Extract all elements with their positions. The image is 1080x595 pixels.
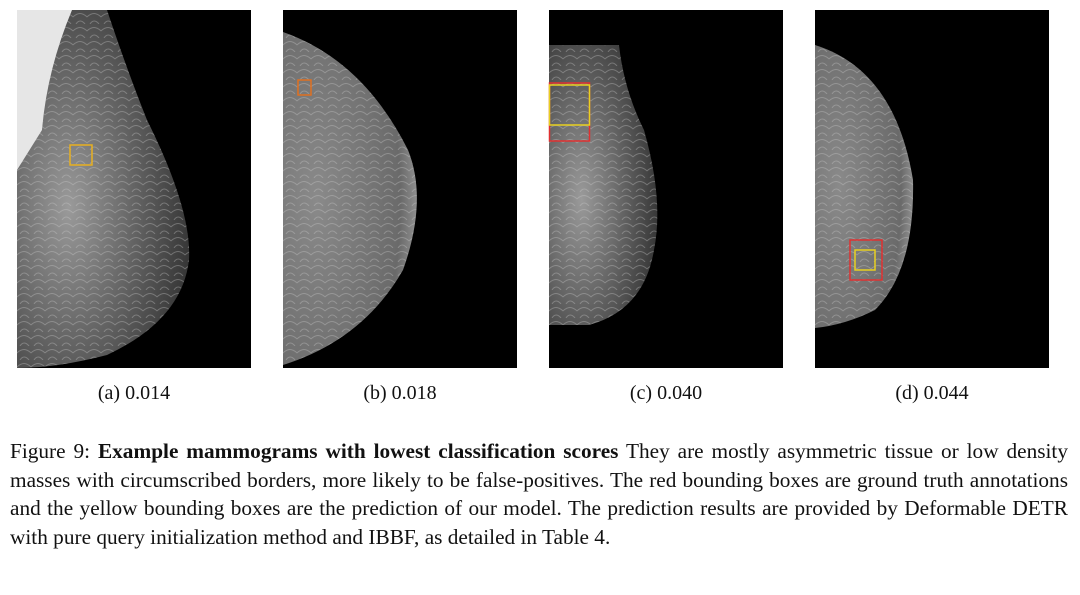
panel-c-image	[548, 10, 783, 368]
caption-label: Figure 9:	[10, 439, 91, 463]
figure-caption: Figure 9: Example mammograms with lowest…	[10, 437, 1068, 551]
figure-images	[17, 10, 1049, 368]
subcaption: (c) 0.040	[629, 382, 703, 404]
subcaption: (d) 0.044	[895, 382, 969, 404]
subcaption: (a) 0.014	[97, 382, 171, 404]
subcaption: (b) 0.018	[363, 382, 437, 404]
panel-b-image	[283, 10, 517, 368]
caption-text: They are mostly asymmetric tissue or low…	[10, 439, 1068, 549]
panel-d-image	[815, 10, 1049, 368]
caption-title: Example mammograms with lowest classific…	[97, 439, 619, 463]
panel-a-image	[17, 10, 251, 368]
